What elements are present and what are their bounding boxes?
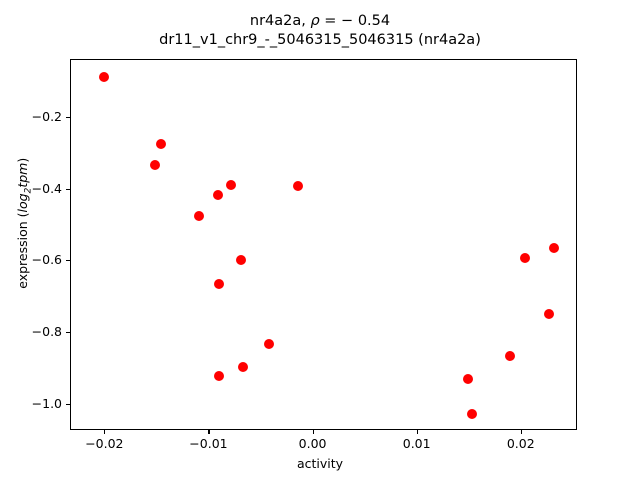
- chart-title-line-1: nr4a2a, ρ = − 0.54: [0, 12, 640, 31]
- scatter-point: [549, 243, 560, 254]
- plot-data-area: [71, 60, 576, 429]
- x-axis-tick-mark: [520, 430, 522, 434]
- x-axis-tick-label: −0.01: [189, 436, 228, 451]
- scatter-point: [505, 351, 516, 362]
- y-axis-tick-mark: [66, 117, 70, 119]
- y-axis-tick-mark: [66, 403, 70, 405]
- plot-axes-frame: [70, 59, 577, 430]
- x-axis-tick-mark: [312, 430, 314, 434]
- y-axis-label-subscript: 2: [23, 187, 34, 194]
- scatter-point: [155, 139, 166, 150]
- y-axis-label-suffix: ): [14, 157, 30, 163]
- scatter-point: [150, 160, 161, 171]
- y-axis-tick-mark: [66, 188, 70, 190]
- scatter-point: [99, 72, 110, 83]
- y-axis-label-log: log: [14, 193, 30, 213]
- chart-title-line-2: dr11_v1_chr9_-_5046315_5046315 (nr4a2a): [159, 32, 481, 48]
- x-axis-label: activity: [296, 456, 344, 471]
- y-axis-tick-mark: [66, 331, 70, 334]
- scatter-point: [543, 308, 554, 319]
- y-axis-tick-label: −0.4: [31, 180, 62, 196]
- x-axis-tick-label: 0.01: [402, 436, 431, 451]
- y-axis-label-prefix: expression (: [14, 212, 30, 289]
- chart-title-rho-value: = − 0.54: [319, 13, 391, 29]
- y-axis-label: expression (log2tpm): [15, 83, 34, 363]
- scatter-point: [462, 373, 473, 384]
- y-axis-label-unit: tpm: [14, 162, 30, 188]
- scatter-point: [213, 370, 224, 381]
- y-axis-tick-label: −0.2: [31, 109, 62, 125]
- y-axis-tick-mark: [66, 260, 70, 262]
- scatter-point: [235, 254, 246, 265]
- x-axis-tick-label: 0.02: [506, 436, 535, 451]
- x-axis-tick-label: −0.02: [85, 436, 124, 451]
- y-axis-tick-label: −0.8: [31, 323, 62, 339]
- y-axis-tick-label: −1.0: [31, 395, 62, 411]
- scatter-point: [466, 408, 477, 419]
- y-axis-tick-label: −0.6: [31, 252, 62, 268]
- x-axis-tick-mark: [104, 430, 106, 434]
- scatter-point: [519, 253, 530, 264]
- y-axis-label-math: log2tpm: [14, 162, 34, 213]
- scatter-point: [212, 189, 223, 200]
- scatter-point: [263, 339, 274, 350]
- scatter-point: [237, 362, 248, 372]
- chart-title: nr4a2a, ρ = − 0.54 dr11_v1_chr9_-_504631…: [0, 12, 640, 50]
- scatter-point: [226, 179, 237, 190]
- x-axis-tick-mark: [416, 430, 418, 434]
- scatter-point: [194, 211, 205, 222]
- scatter-point: [292, 180, 303, 191]
- chart-title-gene: nr4a2a,: [249, 13, 311, 29]
- x-axis-tick-mark: [208, 430, 210, 434]
- chart-title-rho-symbol: ρ: [310, 13, 320, 29]
- x-axis-tick-label: 0.00: [298, 436, 327, 451]
- scatter-point: [213, 278, 224, 289]
